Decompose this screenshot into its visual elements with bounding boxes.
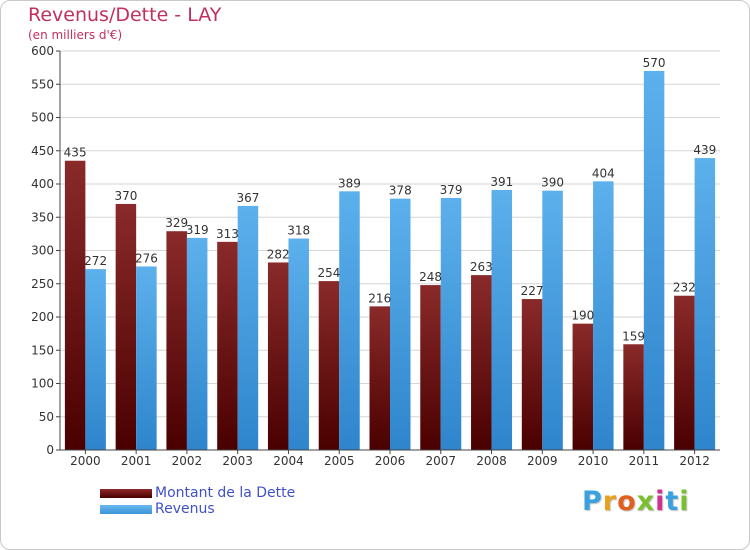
data-label-debt: 254 xyxy=(318,266,341,280)
bar-debt xyxy=(267,262,289,450)
data-label-debt: 232 xyxy=(673,281,696,295)
bar-debt xyxy=(166,231,187,450)
y-tick-label: 400 xyxy=(31,177,54,191)
data-label-debt: 263 xyxy=(470,260,493,274)
bar-revenue xyxy=(440,197,462,450)
x-tick-label: 2009 xyxy=(527,454,558,468)
logo-letter: r xyxy=(602,486,618,517)
chart-title: Revenus/Dette - LAY xyxy=(28,4,222,26)
bar-revenue xyxy=(491,189,513,451)
data-label-revenue: 404 xyxy=(592,166,615,180)
data-label-debt: 329 xyxy=(165,216,188,230)
logo-letter: o xyxy=(617,486,637,517)
x-tick-label: 2005 xyxy=(324,454,355,468)
bar-debt xyxy=(369,306,390,450)
legend-swatch-debt xyxy=(100,489,152,498)
bar-revenue xyxy=(186,237,208,450)
data-label-revenue: 391 xyxy=(490,175,513,189)
axis-layer: 0 50 100 150 200 250 300 350 400 450 500 550 600 2000… xyxy=(31,44,720,468)
data-label-debt: 313 xyxy=(216,227,239,241)
bar-debt xyxy=(674,295,695,450)
logo-letter: x xyxy=(636,486,656,517)
data-label-revenue: 439 xyxy=(693,143,716,157)
logo-letter: t xyxy=(665,486,680,517)
x-tick-label: 2007 xyxy=(425,454,456,468)
y-tick-label: 150 xyxy=(31,343,54,357)
data-label-revenue: 390 xyxy=(541,176,564,190)
data-label-debt: 216 xyxy=(368,291,391,305)
bar-debt xyxy=(572,323,594,450)
data-label-debt: 227 xyxy=(521,284,544,298)
legend-label-debt: Montant de la Dette xyxy=(155,485,296,501)
data-label-revenue: 389 xyxy=(338,176,361,190)
data-label-revenue: 378 xyxy=(389,184,412,198)
x-tick-label: 2006 xyxy=(375,454,406,468)
bar-debt xyxy=(471,275,492,450)
x-tick-label: 2004 xyxy=(273,454,304,468)
bar-revenue xyxy=(136,266,157,450)
data-label-debt: 370 xyxy=(114,189,137,203)
data-label-revenue: 570 xyxy=(643,56,666,70)
bar-debt xyxy=(420,285,441,450)
bar-revenue xyxy=(339,191,360,450)
legend-label-revenue: Revenus xyxy=(155,501,215,517)
bar-debt xyxy=(115,203,137,450)
bar-debt xyxy=(318,281,340,450)
data-label-debt: 435 xyxy=(64,146,87,160)
y-tick-label: 50 xyxy=(39,410,54,424)
logo-letter: P xyxy=(582,486,603,517)
bar-layer xyxy=(64,70,716,451)
bar-revenue xyxy=(694,158,716,450)
y-tick-label: 200 xyxy=(31,310,54,324)
y-tick-label: 600 xyxy=(31,44,54,58)
x-tick-label: 2003 xyxy=(222,454,253,468)
bar-revenue xyxy=(85,269,106,450)
y-tick-label: 100 xyxy=(31,377,54,391)
bar-debt xyxy=(64,160,86,450)
bar-debt xyxy=(623,344,644,450)
x-tick-label: 2011 xyxy=(629,454,660,468)
x-tick-label: 2000 xyxy=(70,454,101,468)
bar-debt xyxy=(217,241,238,450)
data-label-debt: 248 xyxy=(419,270,442,284)
data-label-revenue: 367 xyxy=(236,191,259,205)
bar-revenue xyxy=(390,198,411,450)
data-label-revenue: 318 xyxy=(287,224,310,238)
data-label-revenue: 276 xyxy=(135,251,158,265)
y-tick-label: 300 xyxy=(31,244,54,258)
data-label-revenue: 379 xyxy=(440,183,463,197)
y-tick-label: 350 xyxy=(31,210,54,224)
logo-letter: i xyxy=(679,486,690,517)
y-tick-label: 0 xyxy=(46,443,54,457)
bar-revenue xyxy=(593,181,614,450)
legend-swatch-revenue xyxy=(100,505,152,514)
data-label-debt: 190 xyxy=(571,309,594,323)
x-tick-label: 2001 xyxy=(121,454,152,468)
logo-letter: i xyxy=(655,486,666,517)
y-tick-label: 550 xyxy=(31,77,54,91)
x-tick-label: 2010 xyxy=(578,454,609,468)
x-tick-label: 2002 xyxy=(172,454,203,468)
data-label-revenue: 319 xyxy=(186,223,209,237)
bar-revenue xyxy=(288,238,309,450)
x-tick-label: 2012 xyxy=(679,454,710,468)
proxiti-logo: Proxiti xyxy=(582,486,690,517)
bar-debt xyxy=(521,299,543,450)
y-tick-label: 250 xyxy=(31,277,54,291)
bar-revenue xyxy=(237,205,259,450)
y-tick-label: 500 xyxy=(31,111,54,125)
data-label-revenue: 272 xyxy=(84,254,107,268)
x-tick-label: 2008 xyxy=(476,454,507,468)
y-tick-label: 450 xyxy=(31,144,54,158)
bar-revenue xyxy=(542,190,563,450)
chart-subtitle: (en milliers d'€) xyxy=(28,28,123,42)
data-label-debt: 282 xyxy=(267,247,290,261)
data-label-debt: 159 xyxy=(622,329,645,343)
bar-revenue xyxy=(643,70,665,450)
